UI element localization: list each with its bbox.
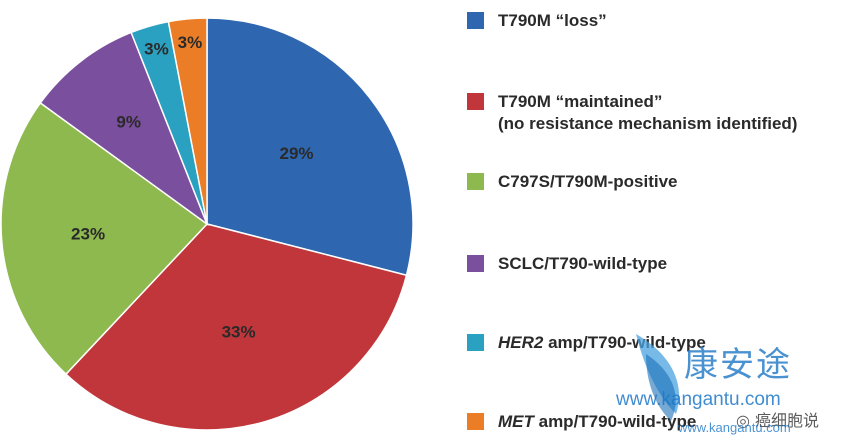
legend-label-her2-rest: amp/T790-wild-type [543,333,706,352]
pie-chart: 29% 33% 23% 9% 3% 3% [0,17,414,431]
legend-item-sclc: SCLC/T790-wild-type [467,253,667,275]
legend-swatch-t790m-maintained [467,93,484,110]
pie-slice-met [167,17,208,225]
legend-item-t790m-maintained: T790M “maintained” (no resistance mechan… [467,91,797,135]
pie-label-t790m-maintained: 33% [222,322,256,341]
pie-slice-t790m-maintained [64,223,408,431]
pie-label-c797s: 23% [71,225,105,244]
legend-label-met-rest: amp/T790-wild-type [533,412,697,431]
pie-label-met: 3% [178,33,203,52]
legend-swatch-met [467,413,484,430]
legend: T790M “loss” T790M “maintained” (no resi… [467,0,852,443]
pie-slice-t790m-loss [206,17,414,277]
legend-swatch-sclc [467,255,484,272]
legend-label-t790m-loss: T790M “loss” [498,11,607,30]
legend-label-her2: HER2 amp/T790-wild-type [498,332,706,354]
legend-label-met-italic: MET [498,412,534,431]
legend-label-t790m-maintained-main: T790M “maintained” [498,92,663,111]
pie-slice-c797s [0,101,209,376]
pie-label-her2: 3% [144,39,169,58]
legend-label-t790m-maintained: T790M “maintained” (no resistance mechan… [498,91,797,135]
legend-label-sclc: SCLC/T790-wild-type [498,254,668,273]
legend-item-her2: HER2 amp/T790-wild-type [467,332,706,354]
legend-item-c797s: C797S/T790M-positive [467,171,678,193]
legend-label-her2-italic: HER2 [498,333,544,352]
legend-swatch-her2 [467,334,484,351]
legend-label-met: MET amp/T790-wild-type [498,411,696,433]
legend-label-c797s: C797S/T790M-positive [498,172,678,191]
legend-label-t790m-maintained-sub: (no resistance mechanism identified) [498,114,798,133]
legend-item-t790m-loss: T790M “loss” [467,10,607,32]
pie-slice-sclc [39,31,209,227]
pie-label-sclc: 9% [116,113,141,132]
legend-item-met: MET amp/T790-wild-type [467,411,696,433]
pie-label-t790m-loss: 29% [280,144,314,163]
legend-swatch-t790m-loss [467,12,484,29]
legend-swatch-c797s [467,173,484,190]
